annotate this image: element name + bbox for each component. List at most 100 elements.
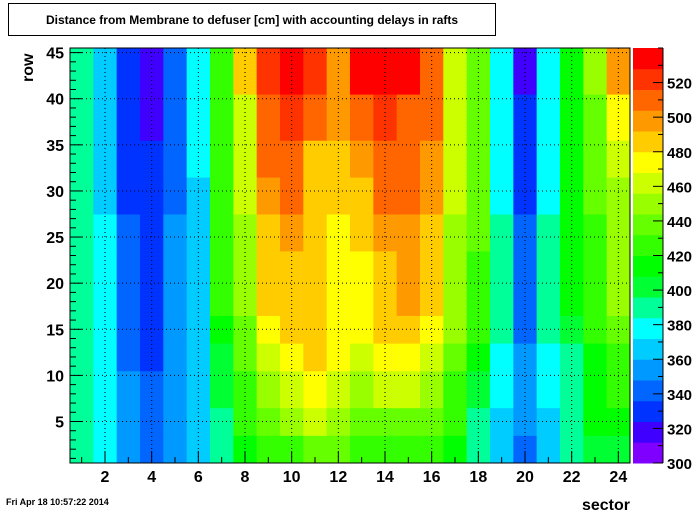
palette-swatch [633, 234, 663, 256]
palette-tick-label: 300 [667, 456, 692, 473]
heatmap-cell [606, 370, 631, 409]
heatmap-cell [420, 315, 444, 344]
palette-swatch [633, 442, 663, 464]
heatmap-cell [466, 94, 491, 141]
heatmap-cell [560, 48, 584, 95]
heatmap-cell [326, 177, 351, 215]
heatmap-cell [466, 48, 491, 95]
heatmap-cell [93, 177, 118, 215]
x-tick-label: 4 [147, 469, 156, 486]
heatmap-cell [140, 370, 164, 409]
heatmap-cell [350, 250, 374, 316]
heatmap-cell [583, 407, 608, 436]
heatmap-cell [466, 177, 491, 215]
x-tick-label: 14 [376, 469, 394, 486]
heatmap-cell [210, 177, 234, 215]
heatmap-cell [583, 370, 608, 409]
heatmap-cell [373, 407, 398, 436]
heatmap-cell [420, 343, 444, 372]
heatmap-cell [256, 250, 281, 316]
palette-tick-label: 480 [667, 145, 692, 162]
heatmap-cell [210, 435, 234, 464]
heatmap-cell [373, 343, 398, 372]
heatmap-cell [93, 315, 118, 344]
heatmap-cell [350, 407, 374, 436]
palette-swatch [633, 297, 663, 319]
heatmap-cell [233, 140, 258, 178]
heatmap-cell [163, 250, 188, 316]
heatmap-cell [490, 140, 514, 178]
heatmap-cell [443, 214, 468, 252]
heatmap-cell [210, 370, 234, 409]
heatmap-cell [560, 250, 584, 316]
heatmap-cell [70, 177, 94, 215]
heatmap-cell [536, 48, 561, 95]
heatmap-cell [186, 94, 211, 141]
palette-swatch [633, 68, 663, 90]
heatmap-cell [140, 177, 164, 215]
heatmap-cell [280, 315, 304, 344]
heatmap-cell [490, 315, 514, 344]
heatmap-cell [326, 94, 351, 141]
heatmap-cell [210, 214, 234, 252]
palette-swatch [633, 89, 663, 111]
heatmap-cell [186, 48, 211, 95]
heatmap-cell [583, 214, 608, 252]
heatmap-cell [256, 140, 281, 178]
y-tick-label: 45 [46, 46, 64, 63]
heatmap-cell [443, 343, 468, 372]
heatmap-cell [583, 140, 608, 178]
heatmap-cell [513, 407, 538, 436]
x-tick-label: 8 [241, 469, 250, 486]
heatmap-cell [420, 407, 444, 436]
heatmap-cell [303, 94, 328, 141]
y-tick-label: 10 [46, 368, 64, 385]
heatmap-cell [256, 435, 281, 464]
heatmap-cell [93, 343, 118, 372]
heatmap-cell [70, 94, 94, 141]
heatmap-cell [490, 177, 514, 215]
heatmap-cell [513, 435, 538, 464]
palette-tick-label: 420 [667, 249, 692, 266]
heatmap-cell [536, 140, 561, 178]
heatmap-cell [116, 140, 141, 178]
palette-swatch [633, 400, 663, 422]
heatmap-cell [536, 343, 561, 372]
heatmap-cell [303, 250, 328, 316]
heatmap-cell [466, 343, 491, 372]
heatmap-cell [93, 370, 118, 409]
palette-swatch [633, 276, 663, 298]
heatmap-cell [186, 343, 211, 372]
heatmap-cell [560, 94, 584, 141]
heatmap-cell [116, 177, 141, 215]
palette-tick-label: 340 [667, 387, 692, 404]
heatmap-cell [163, 94, 188, 141]
heatmap-cell [233, 407, 258, 436]
heatmap-cell [233, 250, 258, 316]
heatmap-cell [280, 177, 304, 215]
heatmap-cell [560, 140, 584, 178]
x-tick-label: 2 [101, 469, 110, 486]
heatmap-cell [606, 177, 631, 215]
x-tick-label: 20 [516, 469, 534, 486]
chart-title: Distance from Membrane to defuser [cm] w… [45, 12, 459, 27]
heatmap-cell [536, 370, 561, 409]
heatmap-cell [396, 315, 421, 344]
heatmap-cell [140, 407, 164, 436]
heatmap-cell [583, 48, 608, 95]
heatmap-cell [186, 140, 211, 178]
heatmap-cell [513, 370, 538, 409]
heatmap-cell [350, 214, 374, 252]
x-tick-label: 6 [194, 469, 203, 486]
heatmap-cell [420, 48, 444, 95]
palette-swatch [633, 317, 663, 339]
heatmap-cell [303, 315, 328, 344]
heatmap-cell [583, 315, 608, 344]
heatmap-cell [303, 343, 328, 372]
heatmap-cell [70, 435, 94, 464]
heatmap-cell [420, 140, 444, 178]
heatmap-cell [350, 343, 374, 372]
palette-tick-label: 500 [667, 110, 692, 127]
heatmap-cell [373, 48, 398, 95]
heatmap-cell [256, 407, 281, 436]
